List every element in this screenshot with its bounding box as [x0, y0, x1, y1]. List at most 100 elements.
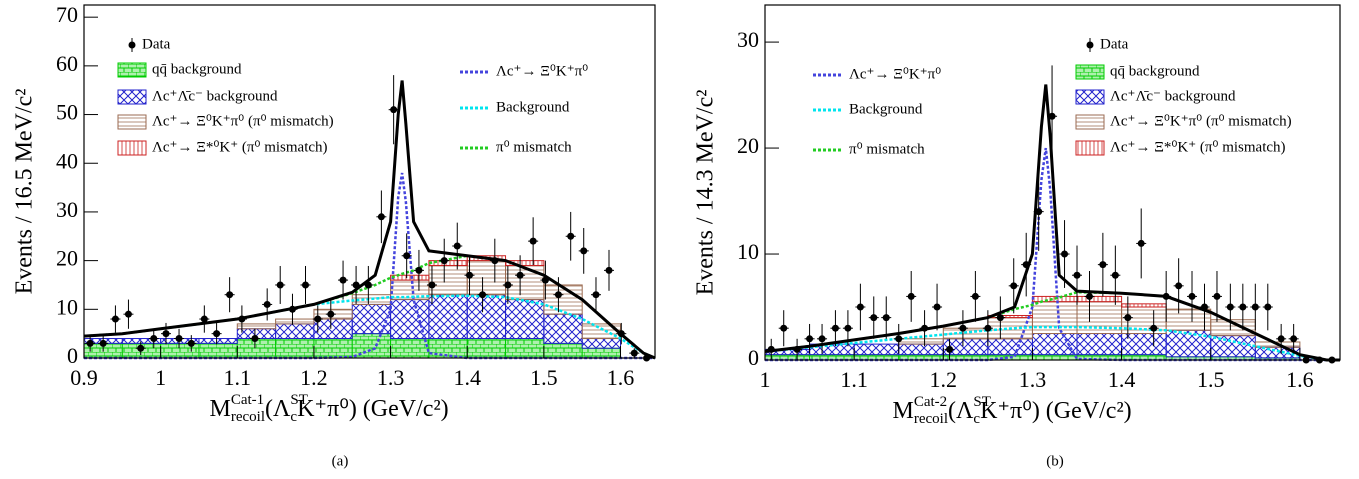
data-point [1010, 282, 1018, 290]
data-point [1264, 303, 1272, 311]
x-axis-title-part: M [210, 396, 231, 422]
histogram-bar [853, 343, 900, 356]
x-axis-title: MCat-2 recoil(ΛST cK⁺π⁰) (GeV/c²) [893, 394, 1132, 427]
x-tick-label: 1 [155, 365, 166, 390]
histogram-bar [1210, 335, 1256, 358]
data-point [1175, 282, 1183, 290]
x-axis-title-part: recoil [231, 409, 265, 425]
histogram-bar [390, 299, 430, 340]
data-point [959, 324, 967, 332]
data-point [466, 271, 474, 279]
data-point [226, 291, 234, 299]
legend-label: Λc⁺→ Ξ*⁰K⁺ (π⁰ mismatch) [152, 139, 328, 155]
data-point [541, 276, 549, 284]
legend-label: Λc⁺→ Ξ⁰K⁺π⁰ (π⁰ mismatch) [152, 113, 334, 129]
y-tick-label: 10 [737, 239, 759, 264]
caption: (a) [332, 453, 349, 469]
y-axis-title: Events / 14.3 MeV/c² [693, 90, 719, 296]
data-point [1035, 208, 1043, 216]
data-point [580, 247, 588, 255]
y-tick-label: 0 [748, 345, 759, 370]
data-point [99, 339, 107, 347]
legend-swatch [117, 140, 147, 156]
histogram-bar [428, 264, 468, 296]
data-point [1290, 335, 1298, 343]
x-axis-title-part: K⁺π⁰) (GeV/c²) [297, 396, 449, 422]
data-point [567, 232, 575, 240]
x-axis-title-part: Cat-2 [914, 394, 947, 410]
data-point [137, 344, 145, 352]
x-axis-title-part: K⁺π⁰) (GeV/c²) [980, 398, 1132, 424]
data-point [1022, 261, 1030, 269]
data-point [200, 315, 208, 323]
x-tick-label: 1.6 [607, 365, 635, 390]
data-point [276, 281, 284, 289]
panel [83, 75, 656, 362]
y-tick-label: 70 [56, 2, 78, 27]
legend-swatch [117, 114, 147, 130]
data-point [124, 310, 132, 318]
legend-label: Λc⁺→ Ξ⁰K⁺π⁰ [496, 63, 588, 79]
x-tick-label: 1 [760, 367, 771, 392]
histogram-bar [236, 323, 277, 330]
histogram-bar [1165, 329, 1212, 358]
legend-swatch [117, 89, 147, 105]
data-point [238, 315, 246, 323]
data-point [213, 330, 221, 338]
histogram-bar [466, 294, 507, 340]
plot-frame [83, 4, 656, 359]
data-point [327, 310, 335, 318]
data-point [630, 349, 638, 357]
legend-label: π⁰ mismatch [849, 141, 925, 157]
legend-label: Background [849, 101, 923, 117]
data-point [895, 335, 903, 343]
data-point [971, 292, 979, 300]
data-point [996, 314, 1004, 322]
data-point [1048, 112, 1056, 120]
histogram-bar [543, 342, 583, 359]
data-point [793, 345, 801, 353]
legend-label: Background [496, 99, 570, 115]
x-tick-label: 0.9 [70, 365, 98, 390]
caption: (b) [1046, 453, 1064, 469]
histogram-bar [275, 323, 315, 340]
x-axis-title-part: Cat-1 [231, 392, 264, 408]
data-point [288, 305, 296, 313]
histogram-bar [466, 260, 507, 296]
data-point [364, 281, 372, 289]
data-point [818, 335, 826, 343]
histogram-bar [898, 343, 944, 356]
legend-label: Λc⁺→ Ξ⁰K⁺π⁰ [849, 66, 941, 82]
histogram-bar [505, 338, 545, 359]
histogram-bar [198, 342, 238, 359]
data-point [403, 252, 411, 260]
data-point [767, 345, 775, 353]
data-point [1073, 271, 1081, 279]
data-point [390, 106, 398, 114]
histogram-bar [275, 338, 315, 359]
plot-frame [764, 4, 1341, 361]
data-point [1137, 239, 1145, 247]
y-axis-title: Events / 16.5 MeV/c² [12, 89, 38, 295]
data-point [946, 345, 954, 353]
x-axis-title: MCat-1 recoil(ΛST cK⁺π⁰) (GeV/c²) [210, 392, 449, 425]
legend-swatch [1075, 140, 1105, 156]
data-point [175, 335, 183, 343]
data-point [806, 335, 814, 343]
data-point [1226, 303, 1234, 311]
x-tick-label: 1.1 [224, 365, 252, 390]
panel [764, 65, 1340, 364]
x-tick-label: 1.3 [377, 365, 405, 390]
x-axis-title-part: M [893, 398, 914, 424]
y-tick-label: 50 [56, 100, 78, 125]
histogram-bar [1031, 295, 1078, 303]
data-point [440, 257, 448, 265]
legend-swatch [117, 62, 147, 78]
data-point [1277, 335, 1285, 343]
histogram-bar [987, 338, 1033, 356]
data-point [921, 324, 929, 332]
x-axis-title-part: recoil [914, 411, 948, 427]
data-point [251, 335, 259, 343]
data-point [933, 303, 941, 311]
histogram-bar [390, 338, 430, 359]
